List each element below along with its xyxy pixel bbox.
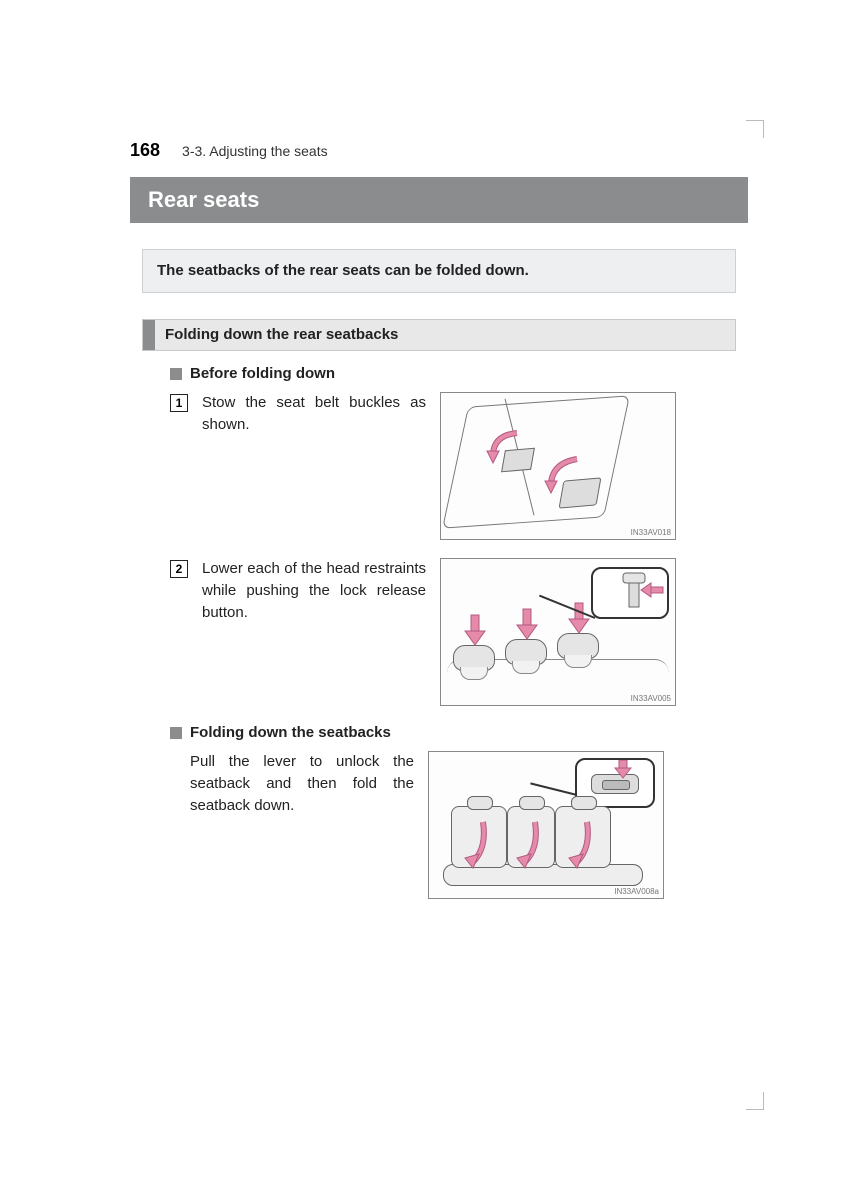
step-1-number: 1 <box>170 394 188 412</box>
step-2-number: 2 <box>170 560 188 578</box>
step-1-row: 1 Stow the seat belt buckles as shown. <box>170 392 736 540</box>
figure-3-hr-2 <box>519 796 545 810</box>
figure-2: IN33AV005 <box>440 558 676 706</box>
topic-folding-label: Folding down the seatbacks <box>190 724 391 741</box>
figure-3: IN33AV008a <box>428 751 664 899</box>
subsection-title: Folding down the rear seatbacks <box>165 326 398 343</box>
intro-text: The seatbacks of the rear seats can be f… <box>157 262 529 279</box>
crop-mark-br <box>746 1092 764 1110</box>
figure-1-code: IN33AV018 <box>631 528 671 537</box>
figure-3-arrow-3 <box>567 818 597 873</box>
subsection-body: Folding down the rear seatbacks <box>155 320 735 350</box>
subsection-accent <box>143 320 155 350</box>
subsection-bar: Folding down the rear seatbacks <box>142 319 736 351</box>
figure-2-callout-art <box>593 569 671 621</box>
page-header: 168 3-3. Adjusting the seats <box>130 140 748 161</box>
step-1-text: Stow the seat belt buckles as shown. <box>202 392 426 436</box>
manual-page: 168 3-3. Adjusting the seats Rear seats … <box>0 0 848 977</box>
page-number: 168 <box>130 140 160 161</box>
crop-mark-tr <box>746 120 764 138</box>
section-path: 3-3. Adjusting the seats <box>182 143 328 159</box>
step-2-row: 2 Lower each of the head restraints whil… <box>170 558 736 706</box>
figure-3-callout-leader <box>530 782 577 796</box>
topic-folding: Folding down the seatbacks <box>170 724 748 741</box>
figure-1-arrow-1 <box>487 429 527 468</box>
step-2-text: Lower each of the head restraints while … <box>202 558 426 623</box>
figure-3-arrow-1 <box>463 818 493 873</box>
intro-box: The seatbacks of the rear seats can be f… <box>142 249 736 293</box>
square-bullet-icon <box>170 727 182 739</box>
figure-2-arrow-1 <box>463 613 487 652</box>
figure-2-code: IN33AV005 <box>631 694 671 703</box>
page-title: Rear seats <box>148 187 259 212</box>
square-bullet-icon <box>170 368 182 380</box>
step-3-row: Pull the lever to unlock the seatback an… <box>190 751 736 899</box>
figure-3-hr-1 <box>467 796 493 810</box>
topic-before: Before folding down <box>170 365 748 382</box>
figure-1-arrow-2 <box>543 455 587 498</box>
figure-3-hr-3 <box>571 796 597 810</box>
step-3-text: Pull the lever to unlock the seatback an… <box>190 751 414 816</box>
figure-2-arrow-2 <box>515 607 539 646</box>
figure-3-arrow-2 <box>515 818 545 873</box>
topic-before-label: Before folding down <box>190 365 335 382</box>
figure-1: IN33AV018 <box>440 392 676 540</box>
figure-2-callout <box>591 567 669 619</box>
title-bar: Rear seats <box>130 177 748 223</box>
figure-3-code: IN33AV008a <box>614 887 659 896</box>
